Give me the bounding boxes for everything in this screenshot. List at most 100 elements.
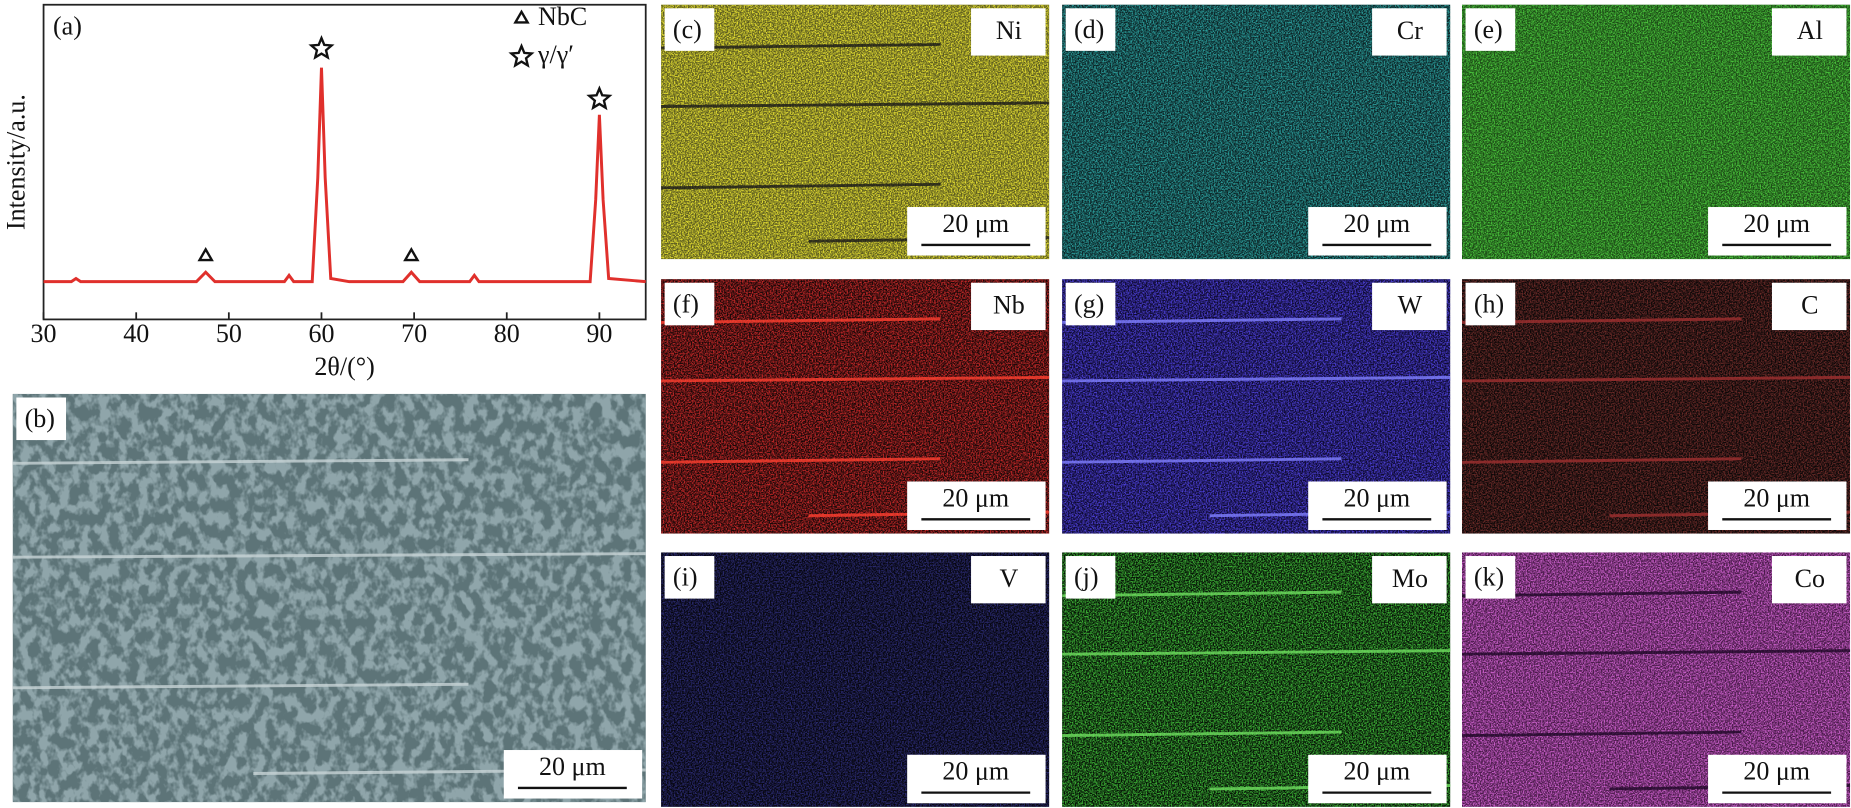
- element-label: Cr: [1397, 16, 1423, 45]
- panel-label: (h): [1474, 289, 1504, 318]
- image-panel: (h) C 20 μm: [1461, 279, 1851, 534]
- panel-label: (c): [673, 15, 702, 44]
- scale-bar-box: [1708, 481, 1847, 530]
- image-panel: (i) V 20 μm: [661, 552, 1050, 807]
- x-tick-label: 90: [586, 319, 612, 348]
- panel-label: (g): [1074, 289, 1104, 318]
- streak: [12, 552, 646, 559]
- streak: [661, 457, 941, 464]
- element-label: C: [1801, 291, 1818, 320]
- streak: [1461, 649, 1851, 656]
- label-box: [664, 8, 715, 51]
- star-marker: [586, 85, 613, 111]
- element-box: [1771, 8, 1847, 56]
- legend-label: NbC: [538, 2, 587, 31]
- scale-bar-label: 20 μm: [1743, 757, 1810, 786]
- scale-bar-box: [1308, 207, 1447, 256]
- x-tick-label: 40: [123, 319, 149, 348]
- panel-label: (d): [1074, 15, 1104, 44]
- streak: [661, 375, 1050, 383]
- scale-bar-label: 20 μm: [1743, 483, 1810, 512]
- scale-bar-box: [503, 750, 643, 799]
- label-box: [664, 556, 715, 599]
- element-box: [1771, 282, 1847, 331]
- triangle-marker: [513, 9, 530, 24]
- star-marker: [508, 43, 535, 68]
- element-box: [1372, 8, 1447, 56]
- scale-bar-label: 20 μm: [942, 209, 1009, 238]
- element-box: [971, 556, 1046, 604]
- scale-bar-box: [1708, 754, 1847, 804]
- element-label: Nb: [993, 291, 1025, 320]
- panel-texture: [12, 393, 646, 803]
- scale-bar-box: [907, 754, 1046, 804]
- element-box: [1372, 556, 1447, 604]
- streak: [1062, 649, 1451, 656]
- scale-bar-box: [907, 207, 1046, 256]
- x-tick-label: 70: [401, 319, 427, 348]
- x-axis-label: 2θ/(°): [314, 352, 374, 381]
- y-axis-label: Intensity/a.u.: [2, 94, 31, 230]
- element-box: [1372, 282, 1447, 331]
- image-panel: (d) Cr 20 μm: [1062, 4, 1451, 260]
- streak: [1062, 730, 1342, 738]
- element-label: Mo: [1392, 564, 1428, 593]
- xrd-line: [43, 67, 646, 284]
- scale-bar-label: 20 μm: [1743, 209, 1810, 238]
- element-label: Ni: [996, 16, 1022, 45]
- panel-label: (f): [673, 289, 699, 318]
- scale-bar-box: [1708, 207, 1847, 256]
- scale-bar-label: 20 μm: [539, 752, 606, 781]
- scale-bar-label: 20 μm: [942, 757, 1009, 786]
- element-box: [971, 282, 1046, 331]
- element-label: W: [1398, 291, 1423, 320]
- label-box: [1065, 8, 1116, 51]
- panel-label: (j): [1074, 563, 1099, 592]
- streak: [12, 458, 469, 465]
- x-tick-label: 80: [494, 319, 520, 348]
- streak: [1461, 375, 1851, 383]
- image-panel: (c) Ni 20 μm: [661, 4, 1050, 260]
- panel-label: (i): [673, 563, 698, 592]
- scale-bar-box: [907, 481, 1046, 530]
- label-box: [1065, 556, 1116, 599]
- image-panel: (f) Nb 20 μm: [661, 279, 1050, 534]
- label-box: [1465, 282, 1516, 326]
- streak: [661, 101, 1050, 108]
- element-box: [971, 8, 1046, 56]
- scale-bar-box: [1308, 481, 1447, 530]
- x-tick-label: 60: [308, 319, 334, 348]
- element-label: V: [1000, 564, 1019, 593]
- scale-bar-label: 20 μm: [1343, 209, 1410, 238]
- label-box: [1065, 282, 1116, 326]
- streak: [1062, 375, 1451, 383]
- image-panel: (k) Co 20 μm: [1461, 552, 1851, 807]
- streak: [12, 682, 469, 690]
- streak: [1461, 730, 1742, 738]
- scale-bar-box: [1308, 754, 1447, 804]
- element-label: Co: [1795, 564, 1825, 593]
- image-panel: (b) 20 μm: [12, 393, 646, 803]
- label-box: [664, 282, 715, 326]
- triangle-marker: [403, 247, 420, 262]
- scale-bar-label: 20 μm: [1343, 483, 1410, 512]
- panel-label: (k): [1474, 563, 1504, 592]
- legend-label: γ/γ′: [537, 40, 574, 69]
- image-panel: (e) Al 20 μm: [1461, 4, 1851, 260]
- triangle-marker: [197, 247, 214, 262]
- streak: [1461, 457, 1742, 464]
- image-panel: (j) Mo 20 μm: [1062, 552, 1451, 807]
- label-box: [16, 397, 67, 441]
- scale-bar-label: 20 μm: [942, 483, 1009, 512]
- label-box: [1465, 556, 1516, 599]
- panel-label: (e): [1474, 15, 1503, 44]
- label-box: [1465, 8, 1516, 51]
- streak: [661, 182, 941, 190]
- x-tick-label: 30: [31, 319, 57, 348]
- scale-bar-label: 20 μm: [1343, 757, 1410, 786]
- element-box: [1771, 556, 1847, 604]
- streak: [1062, 457, 1342, 464]
- image-panel: (g) W 20 μm: [1062, 279, 1451, 534]
- element-label: Al: [1797, 16, 1823, 45]
